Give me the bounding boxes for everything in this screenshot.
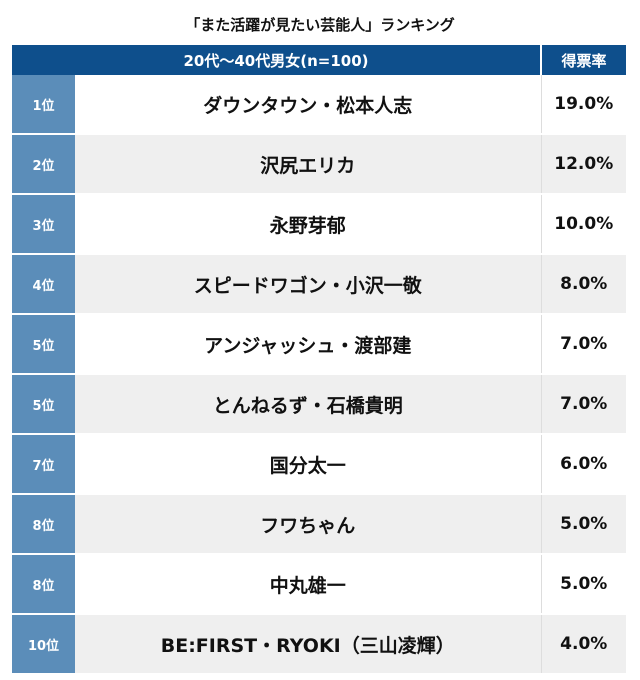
- name-cell: BE:FIRST・RYOKI（三山凌輝）: [75, 614, 541, 675]
- table-row: 7位 国分太一 6.0%: [12, 434, 626, 495]
- name-cell: アンジャッシュ・渡部建: [75, 314, 541, 375]
- rank-cell: 2位: [12, 134, 75, 195]
- rank-cell: 8位: [12, 494, 75, 555]
- value-cell: 10.0%: [540, 194, 626, 255]
- table-row: 3位 永野芽郁 10.0%: [12, 194, 626, 255]
- rank-cell: 4位: [12, 254, 75, 315]
- table-row: 8位 中丸雄一 5.0%: [12, 554, 626, 615]
- value-cell: 6.0%: [540, 434, 626, 495]
- rank-cell: 5位: [12, 374, 75, 435]
- table-row: 10位 BE:FIRST・RYOKI（三山凌輝） 4.0%: [12, 614, 626, 675]
- rank-cell: 1位: [12, 75, 75, 135]
- value-cell: 19.0%: [540, 75, 626, 135]
- table-row: 8位 フワちゃん 5.0%: [12, 494, 626, 555]
- header-vote-rate: 得票率: [540, 45, 626, 75]
- header-group: 20代〜40代男女(n=100): [12, 45, 541, 75]
- table-header: 20代〜40代男女(n=100) 得票率: [12, 45, 626, 75]
- table-row: 5位 とんねるず・石橋貴明 7.0%: [12, 374, 626, 435]
- table-row: 2位 沢尻エリカ 12.0%: [12, 134, 626, 195]
- rank-cell: 10位: [12, 614, 75, 675]
- rank-cell: 8位: [12, 554, 75, 615]
- name-cell: 永野芽郁: [75, 194, 541, 255]
- value-cell: 7.0%: [540, 314, 626, 375]
- value-cell: 7.0%: [540, 374, 626, 435]
- table-row: 1位 ダウンタウン・松本人志 19.0%: [12, 75, 626, 135]
- value-cell: 5.0%: [540, 494, 626, 555]
- ranking-table: 20代〜40代男女(n=100) 得票率 1位 ダウンタウン・松本人志 19.0% 2…: [12, 45, 626, 675]
- name-cell: 国分太一: [75, 434, 541, 495]
- table-row: 4位 スピードワゴン・小沢一敬 8.0%: [12, 254, 626, 315]
- value-cell: 12.0%: [540, 134, 626, 195]
- chart-title: 「また活躍が見たい芸能人」ランキング: [185, 16, 455, 34]
- value-cell: 4.0%: [540, 614, 626, 675]
- table-row: 5位 アンジャッシュ・渡部建 7.0%: [12, 314, 626, 375]
- name-cell: とんねるず・石橋貴明: [75, 374, 541, 435]
- name-cell: フワちゃん: [75, 494, 541, 555]
- value-cell: 5.0%: [540, 554, 626, 615]
- rank-cell: 5位: [12, 314, 75, 375]
- rank-cell: 3位: [12, 194, 75, 255]
- name-cell: 沢尻エリカ: [75, 134, 541, 195]
- value-cell: 8.0%: [540, 254, 626, 315]
- name-cell: スピードワゴン・小沢一敬: [75, 254, 541, 315]
- name-cell: ダウンタウン・松本人志: [75, 75, 541, 135]
- name-cell: 中丸雄一: [75, 554, 541, 615]
- rank-cell: 7位: [12, 434, 75, 495]
